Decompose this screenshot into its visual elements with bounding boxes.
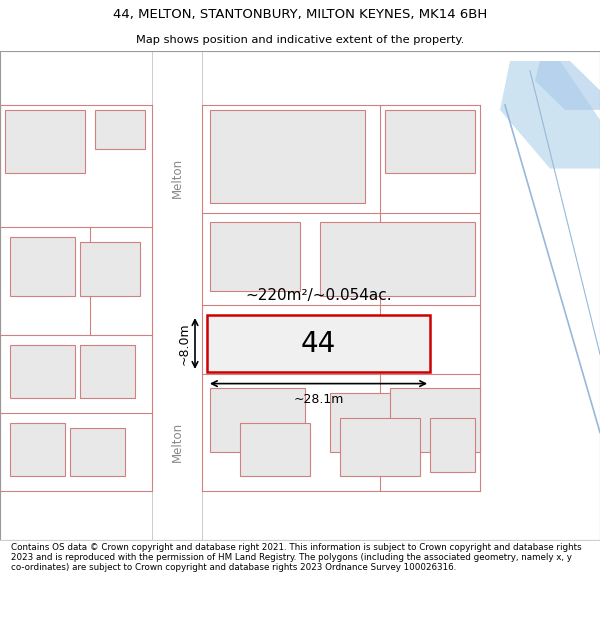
Text: Melton: Melton <box>170 158 184 198</box>
Polygon shape <box>535 61 600 110</box>
Bar <box>385 110 475 173</box>
Text: Contains OS data © Crown copyright and database right 2021. This information is : Contains OS data © Crown copyright and d… <box>11 542 581 572</box>
Polygon shape <box>500 61 600 169</box>
Bar <box>80 242 140 296</box>
Bar <box>70 428 125 476</box>
Text: ~8.0m: ~8.0m <box>178 322 191 365</box>
Text: 44: 44 <box>301 329 336 357</box>
Text: ~28.1m: ~28.1m <box>293 393 344 406</box>
Bar <box>330 393 420 452</box>
Text: 44, MELTON, STANTONBURY, MILTON KEYNES, MK14 6BH: 44, MELTON, STANTONBURY, MILTON KEYNES, … <box>113 8 487 21</box>
Bar <box>10 237 75 296</box>
Bar <box>5 110 85 173</box>
Bar <box>10 344 75 398</box>
Text: Map shows position and indicative extent of the property.: Map shows position and indicative extent… <box>136 35 464 45</box>
Text: ~220m²/~0.054ac.: ~220m²/~0.054ac. <box>245 288 392 303</box>
Text: Melton: Melton <box>170 422 184 462</box>
Bar <box>210 222 300 291</box>
Bar <box>210 110 365 202</box>
Bar <box>240 422 310 476</box>
Bar <box>430 418 475 472</box>
Bar <box>210 389 305 452</box>
Bar <box>390 389 480 452</box>
Bar <box>340 418 420 476</box>
Bar <box>320 222 475 296</box>
Bar <box>95 110 145 149</box>
Bar <box>207 315 430 372</box>
Bar <box>80 344 135 398</box>
Bar <box>10 422 65 476</box>
Bar <box>152 51 202 540</box>
